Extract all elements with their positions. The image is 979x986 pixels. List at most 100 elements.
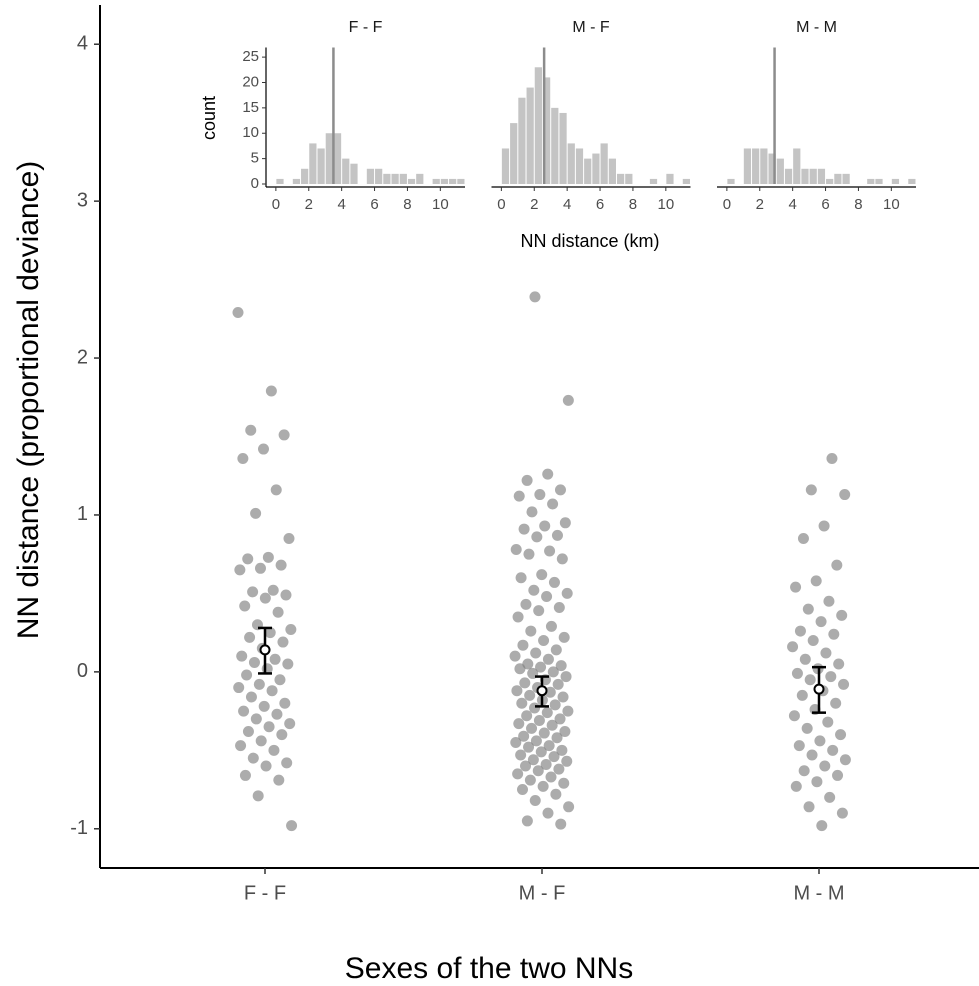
data-point (530, 735, 542, 747)
data-point (832, 769, 844, 781)
inset-x-tick-label: 4 (337, 196, 345, 213)
data-point (234, 564, 246, 576)
inset-x-title: NN distance (km) (520, 231, 659, 251)
histogram-bar (752, 148, 760, 184)
data-point (245, 691, 257, 703)
data-point (806, 749, 818, 761)
data-point (828, 628, 840, 640)
data-point (544, 545, 556, 557)
data-point (553, 602, 565, 614)
data-point (274, 674, 286, 686)
data-point (264, 627, 276, 639)
data-point (547, 498, 559, 510)
data-point (830, 697, 842, 709)
data-point (276, 729, 288, 741)
data-point (814, 735, 826, 747)
histogram-bar (383, 173, 391, 184)
data-point (551, 529, 563, 541)
data-point (266, 685, 278, 697)
histogram-bar (449, 178, 457, 184)
data-point (513, 718, 525, 730)
data-point (788, 710, 800, 722)
data-point (262, 551, 274, 563)
data-point (533, 605, 545, 617)
histogram-bar (333, 133, 342, 184)
data-point (530, 647, 542, 659)
data-point (520, 760, 532, 772)
data-point (536, 569, 548, 581)
histogram-bar (760, 148, 768, 184)
data-point (805, 484, 817, 496)
inset-x-tick-label: 6 (370, 196, 378, 213)
histogram-bar (891, 178, 900, 184)
histogram-bar (908, 178, 916, 184)
data-point (831, 559, 843, 571)
data-point (250, 507, 262, 519)
data-point (801, 722, 813, 734)
data-point (257, 443, 269, 455)
histogram-bar (584, 158, 592, 184)
data-point (527, 754, 539, 766)
data-point (548, 576, 560, 588)
histogram-bar (817, 168, 826, 184)
data-point (521, 710, 533, 722)
data-point (247, 586, 259, 598)
histogram-bar (826, 178, 834, 184)
data-point (533, 715, 545, 727)
panel-title: M - F (572, 19, 610, 36)
data-point (818, 520, 830, 532)
data-point (551, 732, 563, 744)
data-point (562, 705, 574, 717)
data-point (535, 746, 547, 758)
data-point (555, 660, 567, 672)
data-point (542, 807, 554, 819)
data-point (542, 653, 554, 665)
data-point (544, 686, 556, 698)
data-point (529, 702, 541, 714)
data-point (250, 713, 262, 725)
data-point (538, 634, 550, 646)
data-point (550, 644, 562, 656)
data-point (835, 729, 847, 741)
inset-x-tick-label: 0 (272, 196, 280, 213)
histogram-bar (440, 178, 449, 184)
data-point (558, 777, 570, 789)
data-point (241, 669, 253, 681)
histogram-bar (342, 158, 350, 184)
inset-y-tick-label: 5 (251, 150, 259, 167)
data-point (560, 671, 572, 683)
data-point (252, 790, 264, 802)
inset-x-tick-label: 2 (530, 196, 538, 213)
data-point (236, 650, 248, 662)
data-point (541, 707, 553, 719)
data-point (550, 788, 562, 800)
x-tick-label: M - M (793, 882, 844, 904)
data-point (524, 689, 536, 701)
data-point (512, 768, 524, 780)
data-point (799, 653, 811, 665)
inset-x-tick-label: 8 (629, 196, 637, 213)
data-point (561, 755, 573, 767)
data-point (242, 725, 254, 737)
data-point (797, 532, 809, 544)
x-tick-label: F - F (244, 882, 286, 904)
data-point (253, 678, 265, 690)
data-point (244, 631, 256, 643)
data-point (278, 429, 290, 441)
data-point (515, 572, 527, 584)
data-point (545, 771, 557, 783)
histogram-bar (649, 178, 658, 184)
histogram-bar (600, 143, 608, 184)
data-point (537, 780, 549, 792)
inset-y-tick-label: 20 (242, 73, 259, 90)
inset-y-title: count (199, 96, 219, 140)
inset-x-tick-label: 10 (657, 196, 674, 213)
inset-y-tick-label: 0 (251, 175, 259, 192)
data-point (265, 385, 277, 397)
data-point (239, 600, 251, 612)
data-point (836, 807, 848, 819)
inset-x-tick-label: 2 (305, 196, 313, 213)
data-point (526, 506, 538, 518)
data-point (245, 424, 257, 436)
data-point (270, 484, 282, 496)
